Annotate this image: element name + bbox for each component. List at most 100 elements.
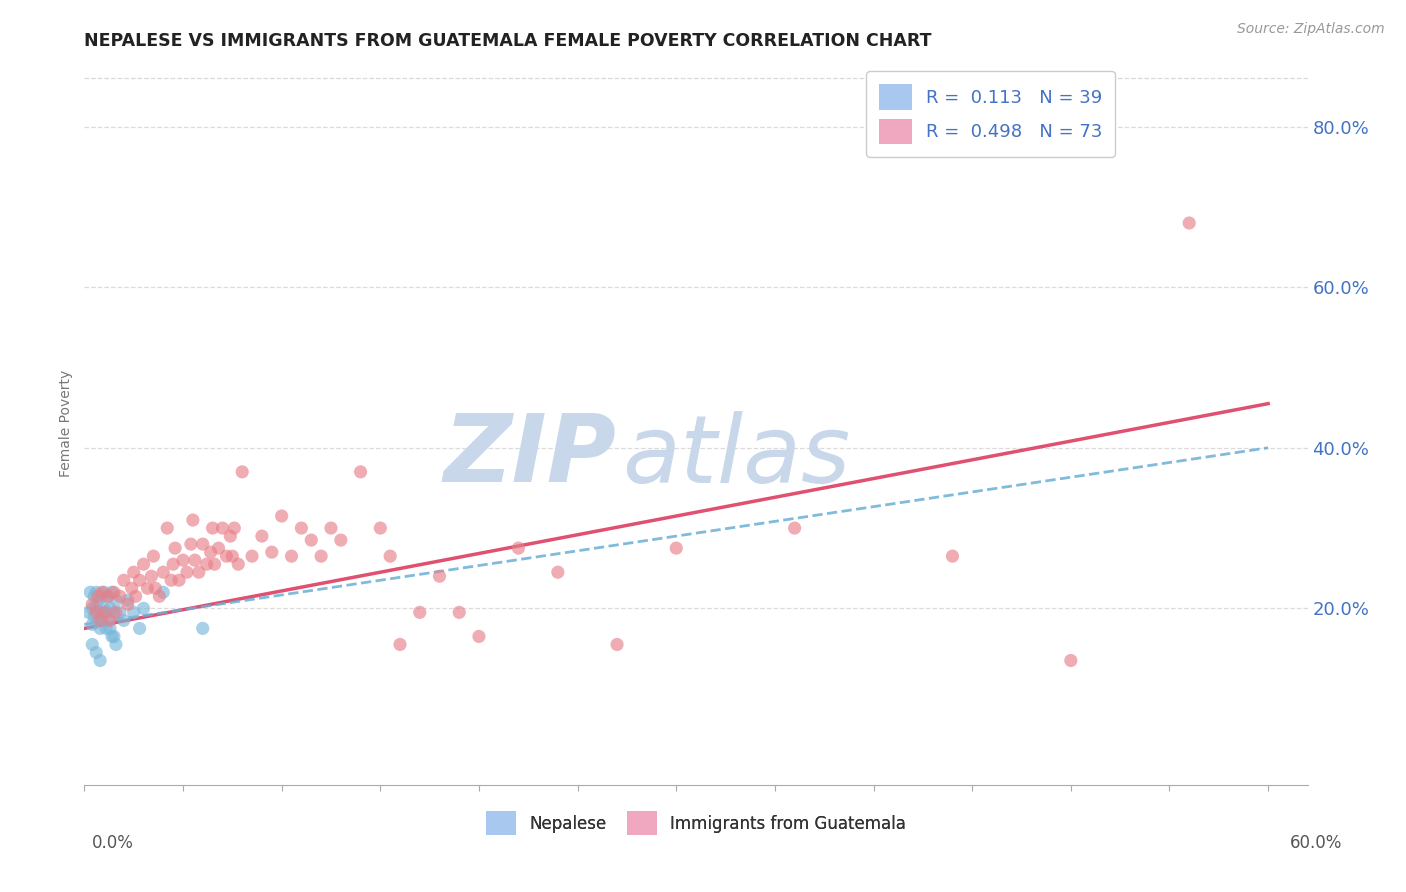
Point <box>103 630 125 644</box>
Point <box>201 521 224 535</box>
Point <box>87 589 110 603</box>
Text: ZIP: ZIP <box>443 410 616 502</box>
Point <box>136 582 159 596</box>
Point <box>219 529 242 543</box>
Point <box>941 549 963 564</box>
Point <box>104 637 127 651</box>
Point <box>121 582 143 596</box>
Point <box>117 593 139 607</box>
Text: Source: ZipAtlas.com: Source: ZipAtlas.com <box>1237 22 1385 37</box>
Point <box>329 533 352 547</box>
Point <box>176 566 198 580</box>
Point <box>103 605 125 619</box>
Point <box>156 521 179 535</box>
Point <box>82 637 104 651</box>
Point <box>124 589 146 603</box>
Point <box>77 605 100 619</box>
Point <box>221 549 243 564</box>
Point <box>128 573 150 587</box>
Point <box>91 614 114 628</box>
Point <box>260 545 283 559</box>
Point <box>309 549 332 564</box>
Text: NEPALESE VS IMMIGRANTS FROM GUATEMALA FEMALE POVERTY CORRELATION CHART: NEPALESE VS IMMIGRANTS FROM GUATEMALA FE… <box>84 32 932 50</box>
Point <box>250 529 273 543</box>
Point <box>231 465 253 479</box>
Point <box>98 621 121 635</box>
Point <box>122 605 145 619</box>
Point <box>160 573 183 587</box>
Point <box>97 614 120 628</box>
Point <box>191 621 214 635</box>
Point <box>84 601 107 615</box>
Point <box>184 553 207 567</box>
Point <box>103 585 125 599</box>
Point <box>122 566 145 580</box>
Point <box>101 585 124 599</box>
Point <box>128 621 150 635</box>
Point <box>204 557 226 571</box>
Point <box>84 646 107 660</box>
Point <box>108 589 131 603</box>
Point <box>547 566 569 580</box>
Point <box>1060 653 1083 667</box>
Point <box>165 541 187 555</box>
Point <box>508 541 530 555</box>
Point <box>270 508 292 523</box>
Y-axis label: Female Poverty: Female Poverty <box>59 370 73 477</box>
Point <box>290 521 312 535</box>
Point <box>97 589 120 603</box>
Point <box>101 630 124 644</box>
Point <box>1178 216 1201 230</box>
Point <box>299 533 322 547</box>
Point <box>280 549 302 564</box>
Point <box>132 601 155 615</box>
Point <box>132 557 155 571</box>
Point <box>84 585 107 599</box>
Point <box>429 569 451 583</box>
Point <box>84 605 107 619</box>
Text: 0.0%: 0.0% <box>91 834 134 852</box>
Point <box>207 541 229 555</box>
Point <box>94 621 117 635</box>
Point <box>82 598 104 612</box>
Point <box>89 605 111 619</box>
Point <box>319 521 342 535</box>
Point <box>200 545 222 559</box>
Point <box>112 573 135 587</box>
Point <box>141 569 163 583</box>
Point <box>240 549 263 564</box>
Point <box>380 549 402 564</box>
Point <box>87 593 110 607</box>
Point <box>180 537 202 551</box>
Point <box>665 541 688 555</box>
Point <box>142 549 165 564</box>
Point <box>167 573 190 587</box>
Point <box>94 605 117 619</box>
Point <box>89 621 111 635</box>
Text: 60.0%: 60.0% <box>1291 834 1343 852</box>
Point <box>145 582 167 596</box>
Point <box>117 598 139 612</box>
Point <box>162 557 184 571</box>
Point <box>211 521 233 535</box>
Point <box>172 553 194 567</box>
Point <box>93 601 115 615</box>
Point <box>112 614 135 628</box>
Point <box>152 585 174 599</box>
Point <box>98 601 121 615</box>
Point <box>91 589 114 603</box>
Point <box>98 614 121 628</box>
Point <box>148 589 170 603</box>
Point <box>389 637 412 651</box>
Point <box>87 614 110 628</box>
Point <box>606 637 628 651</box>
Point <box>108 605 131 619</box>
Point <box>89 653 111 667</box>
Point <box>91 585 114 599</box>
Point <box>93 605 115 619</box>
Point <box>224 521 246 535</box>
Point <box>89 614 111 628</box>
Point <box>368 521 391 535</box>
Point <box>152 566 174 580</box>
Point <box>83 609 105 624</box>
